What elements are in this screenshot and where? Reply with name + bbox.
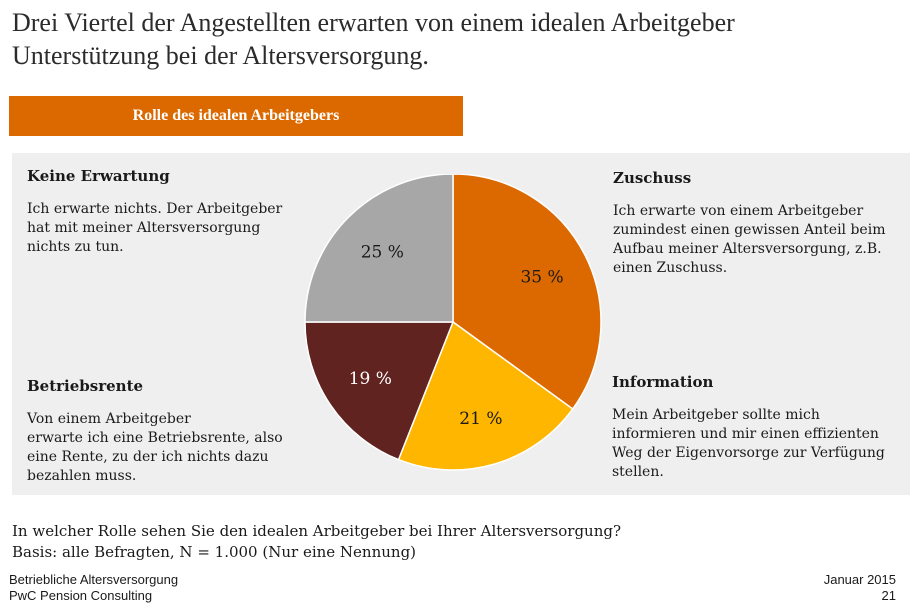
description-line: zumindest einen gewissen Anteil beim [613,222,886,238]
pie-label-information: 21 % [459,409,502,429]
title-line-1: Drei Viertel der Angestellten erwarten v… [12,8,735,37]
page-title: Drei Viertel der Angestellten erwarten v… [12,6,912,72]
section-header: Rolle des idealen Arbeitgebers [9,96,463,136]
category-heading: Information [612,373,714,391]
description-line: Von einem Arbeitgeber [27,411,191,427]
title-line-2: Unterstützung bei der Altersversorgung. [12,41,429,70]
footer-company: PwC Pension Consulting [9,588,153,603]
description-line: Mein Arbeitgeber sollte mich [612,407,820,423]
category-description: Mein Arbeitgeber sollte mich informieren… [612,406,907,482]
category-keine-erwartung: Keine Erwartung Ich erwarte nichts. Der … [27,166,307,257]
pie-slice-keine-erwartung [304,174,454,323]
description-line: hat mit meiner Altersversorgung [27,220,261,236]
description-line: erwarte ich eine Betriebsrente, also [27,430,283,446]
category-heading: Keine Erwartung [27,167,170,185]
pie-label-betriebsrente: 19 % [349,369,392,389]
description-line: Ich erwarte nichts. Der Arbeitgeber [27,201,283,217]
survey-note: In welcher Rolle sehen Sie den idealen A… [12,521,621,563]
description-line: eine Rente, zu der ich nichts dazu [27,449,269,465]
description-line: bezahlen muss. [27,468,137,484]
category-zuschuss: Zuschuss Ich erwarte von einem Arbeitgeb… [613,168,908,278]
description-line: Ich erwarte von einem Arbeitgeber [613,203,864,219]
survey-basis: Basis: alle Befragten, N = 1.000 (Nur ei… [12,543,417,561]
category-description: Von einem Arbeitgeber erwarte ich eine B… [27,410,307,486]
footer-left: Betriebliche Altersversorgung PwC Pensio… [9,572,178,604]
category-heading: Zuschuss [613,169,692,187]
footer-topic: Betriebliche Altersversorgung [9,572,179,587]
description-line: einen Zuschuss. [613,260,728,276]
description-line: Aufbau meiner Altersversorgung, z.B. [613,241,882,257]
pie-slice-betriebsrente [304,321,455,461]
description-line: informieren und mir einen effizienten [612,426,879,442]
category-information: Information Mein Arbeitgeber sollte mich… [612,372,907,482]
description-line: stellen. [612,464,664,480]
pie-label-zuschuss: 35 % [520,268,563,288]
category-betriebsrente: Betriebsrente Von einem Arbeitgeber erwa… [27,376,307,486]
survey-question: In welcher Rolle sehen Sie den idealen A… [12,522,622,540]
pie-chart: 35 % 21 % 19 % 25 % [304,174,602,471]
page-number: 21 [881,588,896,603]
category-description: Ich erwarte von einem Arbeitgeber zumind… [613,202,908,278]
pie-slice-information [397,320,574,471]
description-line: Weg der Eigenvorsorge zur Verfügung [612,445,885,461]
category-heading: Betriebsrente [27,377,144,395]
pie-label-keine-erwartung: 25 % [361,242,404,262]
description-line: nichts zu tun. [27,239,124,255]
category-description: Ich erwarte nichts. Der Arbeitgeber hat … [27,200,307,257]
footer-date: Januar 2015 [823,572,896,587]
pie-slice-zuschuss [452,174,602,411]
footer-right: Januar 2015 21 [824,572,896,604]
